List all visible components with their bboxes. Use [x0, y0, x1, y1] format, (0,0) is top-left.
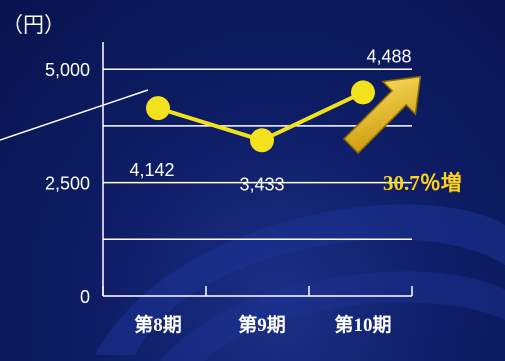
x-tick-label: 第9期: [238, 313, 286, 336]
data-label: 3,433: [239, 174, 284, 194]
x-tick-labels: 第8期 第9期 第10期: [134, 313, 391, 336]
data-point: [146, 96, 170, 121]
y-tick-label: 2,500: [45, 174, 90, 194]
series: [146, 80, 375, 153]
unit-label: （円）: [2, 14, 65, 37]
data-point: [250, 128, 274, 153]
axes: [102, 42, 413, 297]
grid-lines: [103, 68, 412, 241]
data-point: [351, 80, 375, 105]
growth-annotation: 30.7％増: [383, 171, 462, 195]
x-tick-label: 第8期: [134, 313, 182, 336]
y-tick-labels: 0 2,500 5,000: [45, 60, 90, 307]
background-swoosh: [95, 204, 505, 361]
data-label: 4,488: [366, 46, 411, 66]
growth-arrow-icon: [342, 75, 422, 155]
y-tick-label: 0: [80, 287, 90, 307]
pointer-line: [0, 89, 149, 141]
x-tick-label: 第10期: [334, 313, 391, 336]
y-tick-label: 5,000: [45, 60, 90, 80]
data-label: 4,142: [129, 160, 174, 180]
data-labels: 4,142 3,433 4,488: [129, 46, 411, 194]
